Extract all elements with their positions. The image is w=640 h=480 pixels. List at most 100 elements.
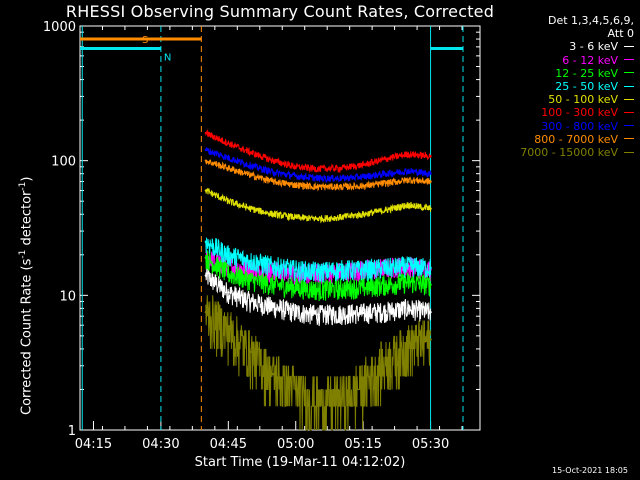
data-point xyxy=(249,173,252,177)
x-tick-label: 04:15 xyxy=(75,437,112,452)
data-point xyxy=(317,288,320,291)
series-line xyxy=(205,129,432,174)
data-point xyxy=(294,268,297,271)
data-point xyxy=(384,208,387,212)
y-tick-label: 10 xyxy=(59,289,76,304)
legend-entry-label: 6 - 12 keV xyxy=(562,53,618,67)
data-point xyxy=(406,307,410,310)
data-point xyxy=(429,207,432,210)
data-point xyxy=(272,159,275,162)
data-point xyxy=(339,216,342,219)
data-point xyxy=(249,164,252,167)
generation-timestamp: 15-Oct-2021 18:05 xyxy=(552,466,628,475)
x-axis-label: Start Time (19-Mar-11 04:12:02) xyxy=(194,455,406,470)
legend-detectors: Det 1,3,4,5,6,9, xyxy=(547,14,634,27)
data-point xyxy=(384,266,387,270)
data-point xyxy=(294,174,297,178)
data-point xyxy=(272,213,275,216)
data-point xyxy=(272,180,275,183)
legend-swatch xyxy=(624,98,634,100)
legend-entry: 100 - 300 keV xyxy=(484,106,634,119)
data-point xyxy=(249,151,252,154)
data-point xyxy=(429,283,432,286)
data-point xyxy=(384,182,387,185)
data-point xyxy=(249,350,252,354)
legend-swatch xyxy=(624,59,634,61)
data-point xyxy=(339,268,342,271)
series-line xyxy=(205,159,432,192)
data-point xyxy=(249,300,252,303)
data-point xyxy=(317,270,320,273)
flag-label: N xyxy=(164,53,171,64)
data-point xyxy=(429,154,432,158)
data-point xyxy=(361,213,365,216)
data-point xyxy=(294,216,297,219)
data-point xyxy=(361,382,365,386)
data-point xyxy=(361,175,365,178)
data-point xyxy=(294,183,297,187)
legend-entry: 7000 - 15000 keV xyxy=(484,146,634,159)
data-point xyxy=(272,283,275,286)
x-tick-label: 04:45 xyxy=(210,437,247,452)
data-point xyxy=(317,177,320,180)
data-point xyxy=(272,264,275,268)
data-point xyxy=(339,166,342,170)
data-point xyxy=(249,278,252,282)
legend-swatch xyxy=(624,125,634,127)
data-point xyxy=(272,372,275,376)
data-point xyxy=(294,285,297,289)
legend-attenuator: Att 0 xyxy=(607,27,634,41)
data-point xyxy=(384,283,387,286)
data-point xyxy=(227,200,230,203)
data-point xyxy=(361,285,365,289)
y-axis-label: Corrected Count Rate (s-1 detector-1) xyxy=(18,176,35,415)
legend-entry: 300 - 800 keV xyxy=(484,120,634,133)
data-point xyxy=(317,167,320,171)
series-line xyxy=(205,187,432,224)
data-point xyxy=(227,272,230,275)
legend-entry: 50 - 100 keV xyxy=(484,93,634,106)
data-point xyxy=(339,177,342,180)
data-point xyxy=(361,268,365,271)
data-point xyxy=(406,281,410,284)
data-point xyxy=(361,184,365,188)
legend-entry: 3 - 6 keV xyxy=(484,40,634,53)
legend-entry-label: 25 - 50 keV xyxy=(555,80,618,94)
legend-entry-label: 7000 - 15000 keV xyxy=(520,146,618,160)
data-point xyxy=(272,171,275,174)
legend-entry-label: 12 - 25 keV xyxy=(555,66,618,80)
x-tick-label: 04:30 xyxy=(142,437,179,452)
data-point xyxy=(204,240,208,243)
data-point xyxy=(227,166,230,170)
data-point xyxy=(294,388,297,391)
plot-frame xyxy=(79,25,481,431)
flag-label: S xyxy=(142,35,148,46)
data-point xyxy=(272,305,275,309)
data-point xyxy=(227,156,230,160)
legend-entry-label: 3 - 6 keV xyxy=(569,40,618,54)
data-point xyxy=(249,259,252,263)
data-point xyxy=(339,287,342,290)
data-point xyxy=(294,310,297,314)
data-point xyxy=(294,165,297,169)
data-point xyxy=(406,169,410,173)
data-point xyxy=(406,178,410,182)
data-point xyxy=(227,141,230,145)
data-point xyxy=(204,256,208,259)
data-point xyxy=(361,163,365,167)
legend-swatch xyxy=(624,151,634,153)
y-tick-label: 1000 xyxy=(43,20,76,35)
x-tick-label: 05:00 xyxy=(277,437,314,452)
legend-swatch xyxy=(624,85,634,87)
data-point xyxy=(429,310,432,314)
data-point xyxy=(227,329,230,332)
legend-entry: 800 - 7000 keV xyxy=(484,133,634,146)
legend-entry-label: 100 - 300 keV xyxy=(541,106,618,120)
data-point xyxy=(249,207,252,210)
data-point xyxy=(406,343,410,346)
y-tick-label: 100 xyxy=(51,155,76,170)
data-point xyxy=(204,159,208,162)
legend-entry-label: 800 - 7000 keV xyxy=(534,132,618,146)
legend-swatch xyxy=(624,72,634,74)
